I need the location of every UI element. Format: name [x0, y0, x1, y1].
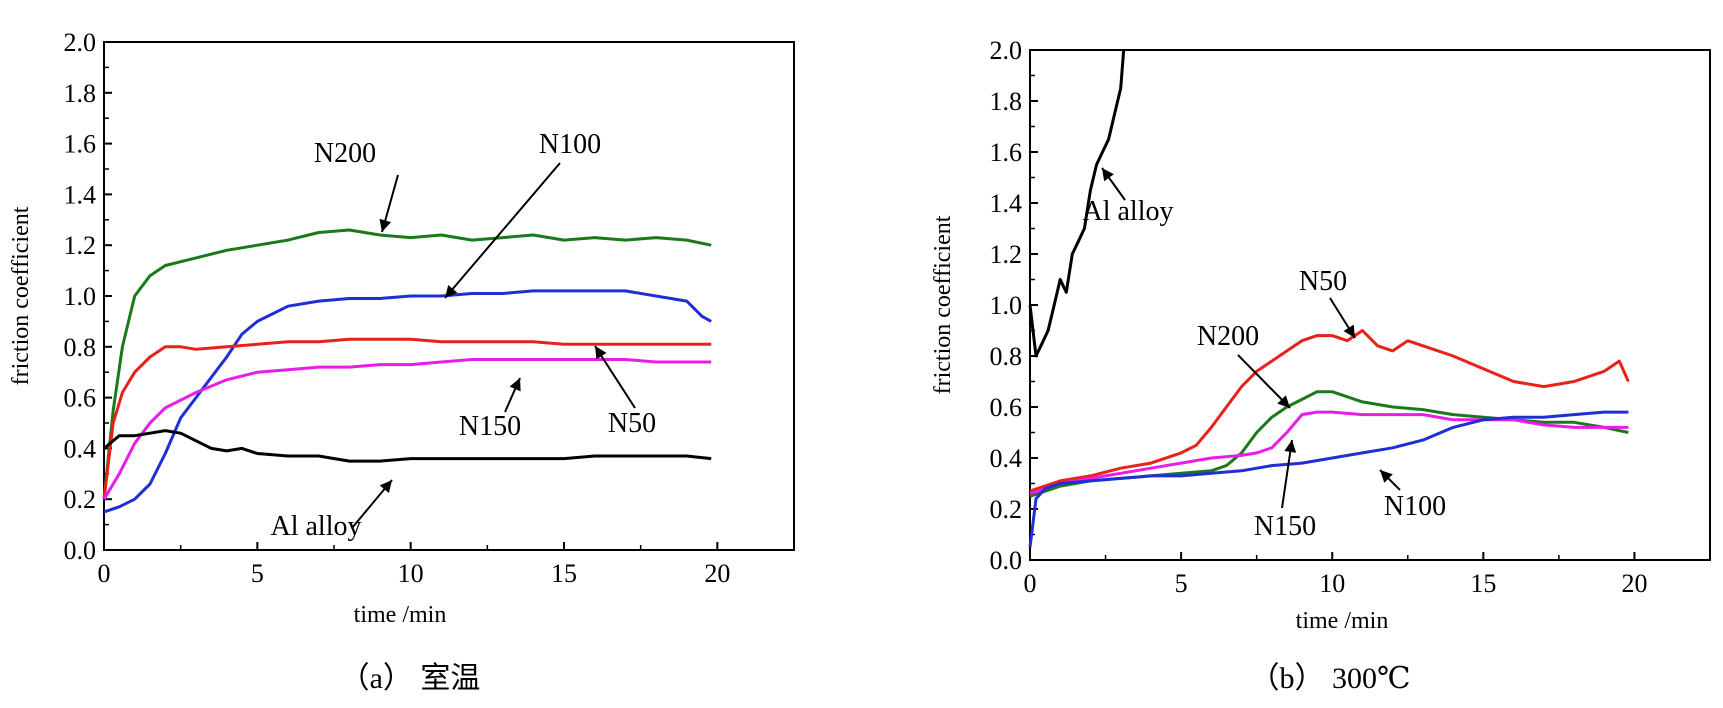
panel-a-x-tick-label: 15	[551, 559, 577, 588]
panel-a-series-al-alloy	[103, 429, 712, 463]
panel-a-y-tick-label: 2.0	[64, 28, 97, 57]
panel-b-label-n200: N200	[1197, 321, 1259, 352]
panel-b-y-tick-label: 0.4	[990, 444, 1023, 473]
panel-b-y-axis-title: friction coefficient	[930, 215, 956, 394]
panel-b-series-al-alloy	[1028, 49, 1126, 358]
panel-a-label-n200: N200	[314, 138, 376, 169]
panel-a-arrowhead-n50	[595, 346, 607, 360]
panel-a-label-al-alloy: Al alloy	[271, 511, 362, 542]
panel-b-leader-n200	[1237, 354, 1291, 409]
panel-b-arrowhead-al-alloy	[1102, 168, 1114, 182]
panel-b-y-tick-label: 0.0	[990, 546, 1023, 575]
panel-b-label-n100: N100	[1384, 491, 1446, 522]
panel-b-y-tick-label: 1.6	[990, 138, 1023, 167]
panel-b-y-tick-label: 0.6	[990, 393, 1023, 422]
panel-b-arrowhead-n200	[1277, 395, 1290, 408]
panel-a-y-tick-label: 0.2	[64, 485, 97, 514]
panel-a-y-tick-label: 1.8	[64, 79, 97, 108]
panel-a-series	[102, 228, 712, 514]
panel-b-y-tick-label: 0.2	[990, 495, 1023, 524]
panel-b-ticks: 0.0 0.2 0.4 0.6 0.8 1.0 1.2 1.4 1.6 1.8 2.0 0 5 10 15 2…	[990, 36, 1648, 598]
panel-b-arrowhead-n100	[1380, 470, 1393, 483]
panel-b-y-tick-label: 1.2	[990, 240, 1023, 269]
panel-b-annotations: Al alloy N50 N200 N150 N100	[1083, 167, 1446, 542]
panel-a-y-tick-label: 0.6	[64, 384, 97, 413]
panel-a-series-n200	[102, 228, 712, 500]
panel-b-label-n50: N50	[1299, 266, 1347, 297]
panel-b-x-tick-label: 5	[1175, 569, 1188, 598]
panel-b-y-tick-label: 1.8	[990, 87, 1023, 116]
panel-a-y-tick-label: 0.4	[64, 434, 97, 463]
panel-a-y-tick-label: 1.0	[64, 282, 97, 311]
panel-a-series-n100	[103, 289, 712, 514]
panel-b-300c: 0.0 0.2 0.4 0.6 0.8 1.0 1.2 1.4 1.6 1.8 2.0 0 5 10 15 2…	[930, 36, 1711, 695]
panel-b-y-tick-label: 1.0	[990, 291, 1023, 320]
panel-a-label-n150: N150	[459, 411, 521, 442]
panel-a-x-tick-label: 5	[251, 559, 264, 588]
panel-b-arrowhead-n150	[1284, 440, 1297, 453]
panel-a-y-axis-title: friction coefficient	[8, 206, 34, 385]
panel-a-annotations: N200 N100 N150 N50 Al alloy	[271, 129, 657, 542]
panel-b-series-n50	[1029, 329, 1630, 493]
panel-a-x-tick-label: 10	[398, 559, 424, 588]
panel-a-y-tick-label: 0.8	[64, 333, 97, 362]
panel-b-x-axis-title: time /min	[1296, 608, 1389, 634]
panel-a-series-n50	[102, 337, 712, 500]
panel-b-y-tick-label: 1.4	[990, 189, 1023, 218]
panel-b-x-tick-label: 20	[1621, 569, 1647, 598]
panel-b-caption: （b） 300℃	[1249, 662, 1410, 695]
panel-b-label-n150: N150	[1254, 511, 1316, 542]
panel-a-arrowhead-n100	[445, 284, 458, 298]
panel-b-x-tick-label: 0	[1024, 569, 1037, 598]
panel-a-caption: （a） 室温	[340, 662, 481, 695]
panel-b-series-n100	[1028, 410, 1629, 548]
panel-a-y-tick-label: 1.2	[64, 231, 97, 260]
panel-b-y-tick-label: 0.8	[990, 342, 1023, 371]
panel-b-series-n200	[1029, 390, 1629, 498]
panel-a-series-n150	[102, 358, 712, 500]
panel-a-arrowhead-n150	[509, 378, 521, 392]
panel-a-y-tick-label: 1.4	[64, 180, 97, 209]
panel-a-x-axis-title: time /min	[354, 602, 447, 628]
panel-a-label-n50: N50	[608, 408, 656, 439]
panel-b-series	[1028, 49, 1630, 548]
panel-a-ticks: 0.0 0.2 0.4 0.6 0.8 1.0 1.2 1.4 1.6 1.8 2.0 0 5 10 15 2…	[64, 28, 731, 588]
panel-a-arrowhead-n200	[379, 218, 392, 232]
panel-b-label-al-alloy: Al alloy	[1083, 196, 1174, 227]
panel-a-y-tick-label: 1.6	[64, 130, 97, 159]
panel-a-x-tick-label: 20	[704, 559, 730, 588]
panel-b-series-n150	[1029, 410, 1629, 496]
panel-b-arrowhead-n50	[1343, 324, 1355, 338]
panel-a-arrowhead-al-alloy	[379, 480, 392, 494]
panel-b-plot-frame	[1029, 49, 1711, 561]
panel-b-x-tick-label: 15	[1470, 569, 1496, 598]
panel-a-label-n100: N100	[539, 129, 601, 160]
panel-a-leader-n100	[444, 162, 561, 299]
panel-a-leader-n50	[594, 345, 636, 409]
panel-a-y-tick-label: 0.0	[64, 536, 97, 565]
panel-a-room-temperature: 0.0 0.2 0.4 0.6 0.8 1.0 1.2 1.4 1.6 1.8 2.0 0 5 10 15 2…	[8, 28, 795, 695]
panel-b-y-tick-label: 2.0	[990, 36, 1023, 65]
panel-b-x-tick-label: 10	[1319, 569, 1345, 598]
panel-a-x-tick-label: 0	[98, 559, 111, 588]
